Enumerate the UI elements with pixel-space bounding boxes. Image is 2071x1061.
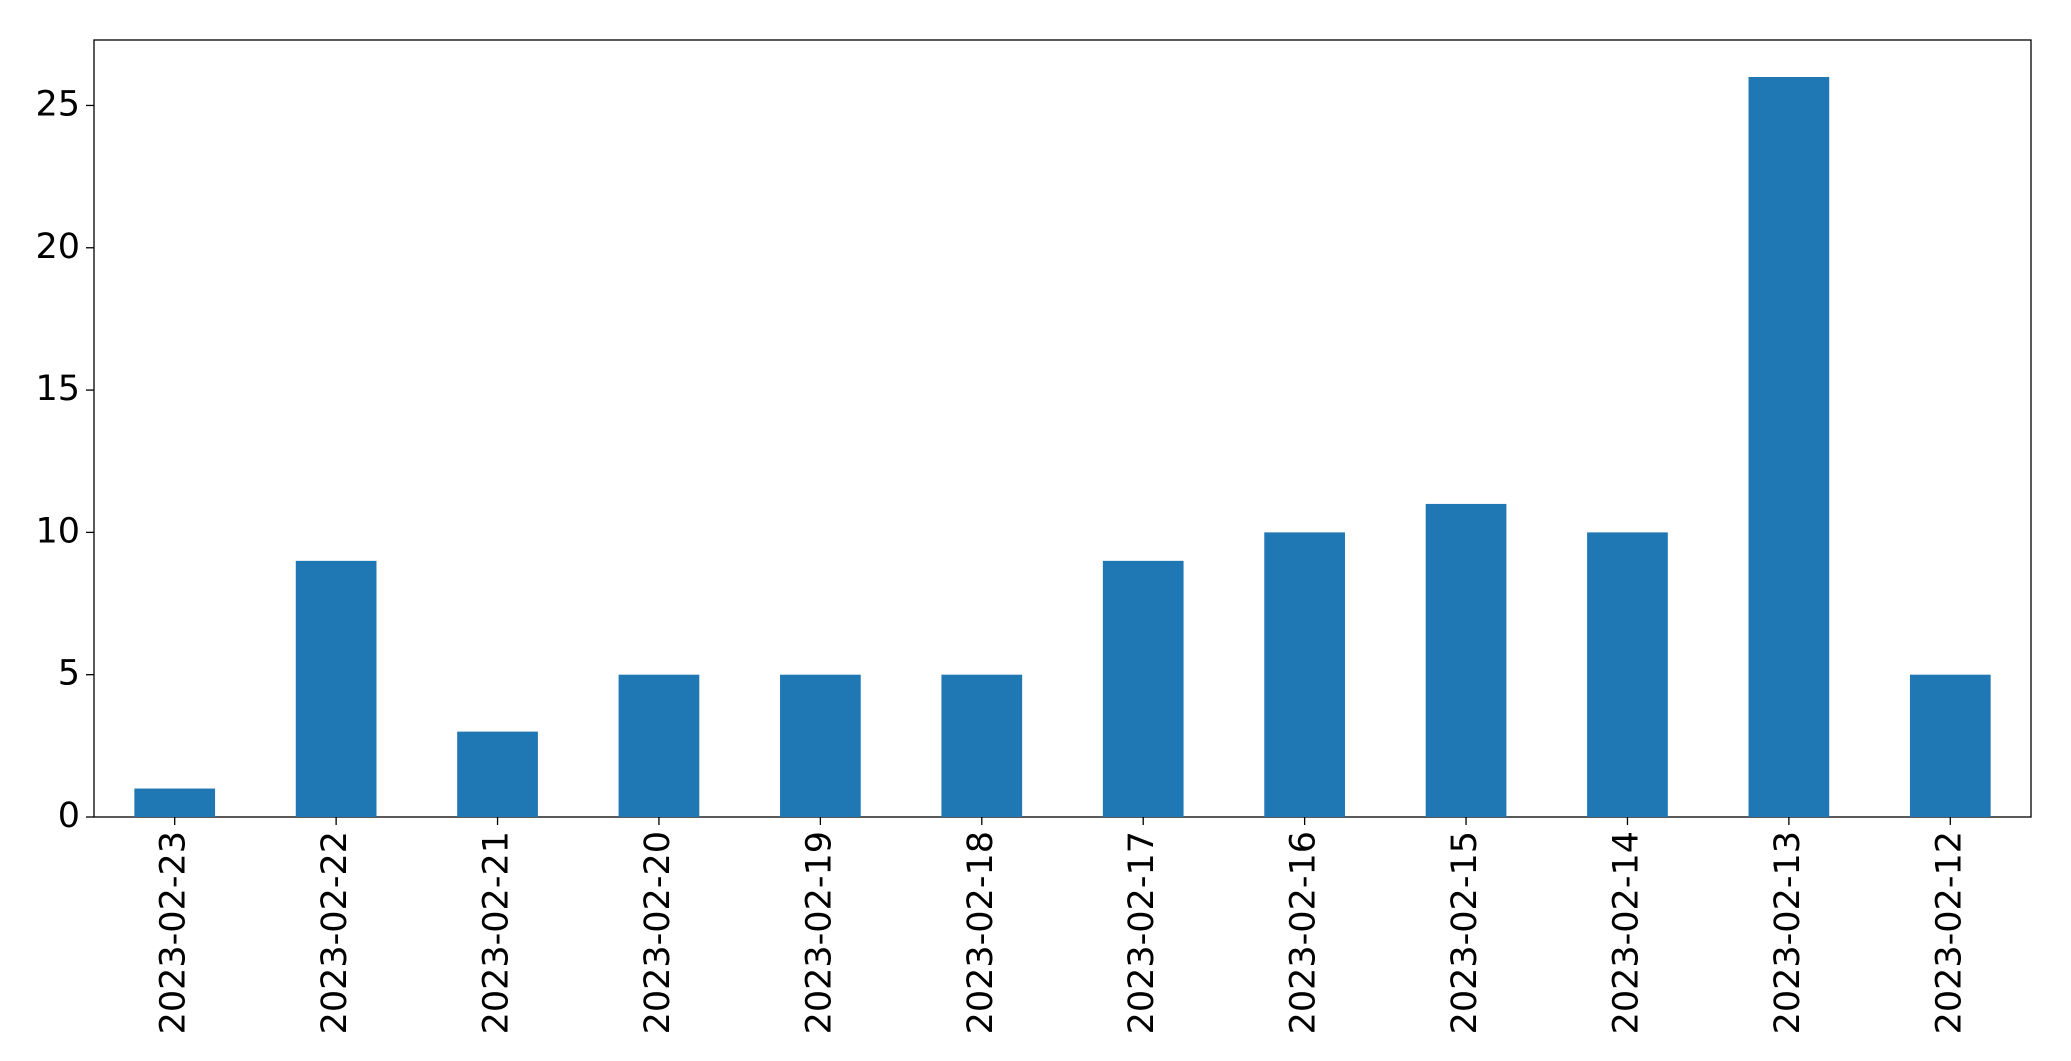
x-tick-label: 2023-02-15	[1445, 831, 1485, 1034]
y-tick-label: 15	[35, 369, 80, 409]
bar	[457, 731, 538, 817]
bar	[618, 674, 700, 817]
x-tick-label: 2023-02-23	[154, 831, 194, 1034]
x-tick-label: 2023-02-21	[477, 831, 517, 1034]
x-tick-label: 2023-02-12	[1929, 831, 1969, 1034]
x-tick-label: 2023-02-17	[1122, 831, 1162, 1034]
bar	[1909, 674, 1991, 817]
y-tick-label: 20	[35, 227, 80, 267]
y-tick-label: 10	[35, 511, 80, 551]
x-tick-label: 2023-02-16	[1284, 831, 1324, 1034]
bar	[1748, 77, 1830, 817]
x-tick-label: 2023-02-22	[315, 831, 355, 1034]
bar	[1264, 532, 1345, 817]
bar	[134, 788, 216, 817]
bar	[295, 560, 377, 817]
x-tick-label: 2023-02-18	[961, 831, 1001, 1034]
x-tick-label: 2023-02-19	[799, 831, 839, 1034]
bar	[941, 674, 1023, 817]
bar	[780, 674, 861, 817]
y-tick-label: 5	[58, 654, 80, 694]
x-tick-label: 2023-02-13	[1768, 831, 1808, 1034]
x-tick-label: 2023-02-14	[1606, 831, 1646, 1034]
bar	[1102, 560, 1184, 817]
y-tick-label: 0	[58, 796, 80, 836]
bar	[1425, 503, 1507, 817]
x-tick-label: 2023-02-20	[638, 831, 678, 1034]
plot-frame	[93, 39, 2032, 818]
y-tick-label: 25	[35, 84, 80, 124]
bar	[1587, 532, 1668, 817]
